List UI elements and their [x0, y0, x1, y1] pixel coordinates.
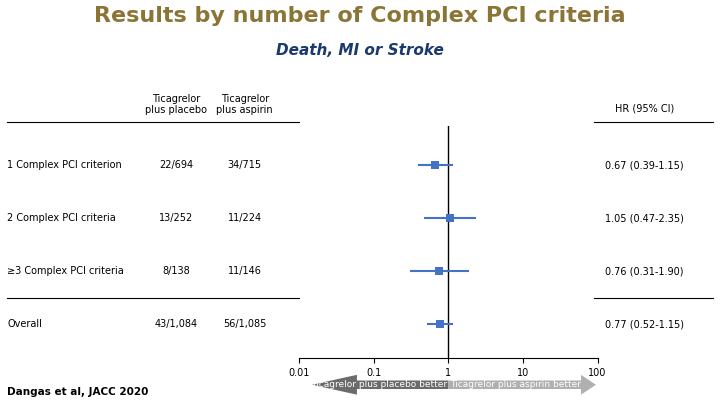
Polygon shape	[448, 375, 596, 394]
Text: Dangas et al, JACC 2020: Dangas et al, JACC 2020	[7, 387, 148, 397]
Text: 1 Complex PCI criterion: 1 Complex PCI criterion	[7, 160, 122, 170]
Text: 0.76 (0.31-1.90): 0.76 (0.31-1.90)	[605, 266, 684, 276]
Text: Death, MI or Stroke: Death, MI or Stroke	[276, 43, 444, 58]
Text: Overall: Overall	[7, 319, 42, 329]
Text: HR (95% CI): HR (95% CI)	[615, 103, 674, 113]
Text: 11/224: 11/224	[228, 213, 262, 223]
Text: ≥3 Complex PCI criteria: ≥3 Complex PCI criteria	[7, 266, 124, 276]
Text: 11/146: 11/146	[228, 266, 262, 276]
Text: Ticagrelor
plus placebo: Ticagrelor plus placebo	[145, 94, 207, 115]
Text: 0.67 (0.39-1.15): 0.67 (0.39-1.15)	[605, 160, 684, 170]
Text: 22/694: 22/694	[159, 160, 194, 170]
Text: 2 Complex PCI criteria: 2 Complex PCI criteria	[7, 213, 116, 223]
Text: 8/138: 8/138	[163, 266, 190, 276]
Text: 0.77 (0.52-1.15): 0.77 (0.52-1.15)	[605, 319, 684, 329]
Text: 13/252: 13/252	[159, 213, 194, 223]
Polygon shape	[312, 375, 448, 394]
Text: Results by number of Complex PCI criteria: Results by number of Complex PCI criteri…	[94, 6, 626, 26]
Text: 43/1,084: 43/1,084	[155, 319, 198, 329]
Text: Ticagrelor
plus aspirin: Ticagrelor plus aspirin	[217, 94, 273, 115]
Text: 56/1,085: 56/1,085	[223, 319, 266, 329]
Text: 1.05 (0.47-2.35): 1.05 (0.47-2.35)	[605, 213, 684, 223]
Text: Ticagrelor plus aspirin better: Ticagrelor plus aspirin better	[450, 380, 581, 389]
Text: Ticagrelor plus placebo better: Ticagrelor plus placebo better	[311, 380, 447, 389]
Text: 34/715: 34/715	[228, 160, 262, 170]
